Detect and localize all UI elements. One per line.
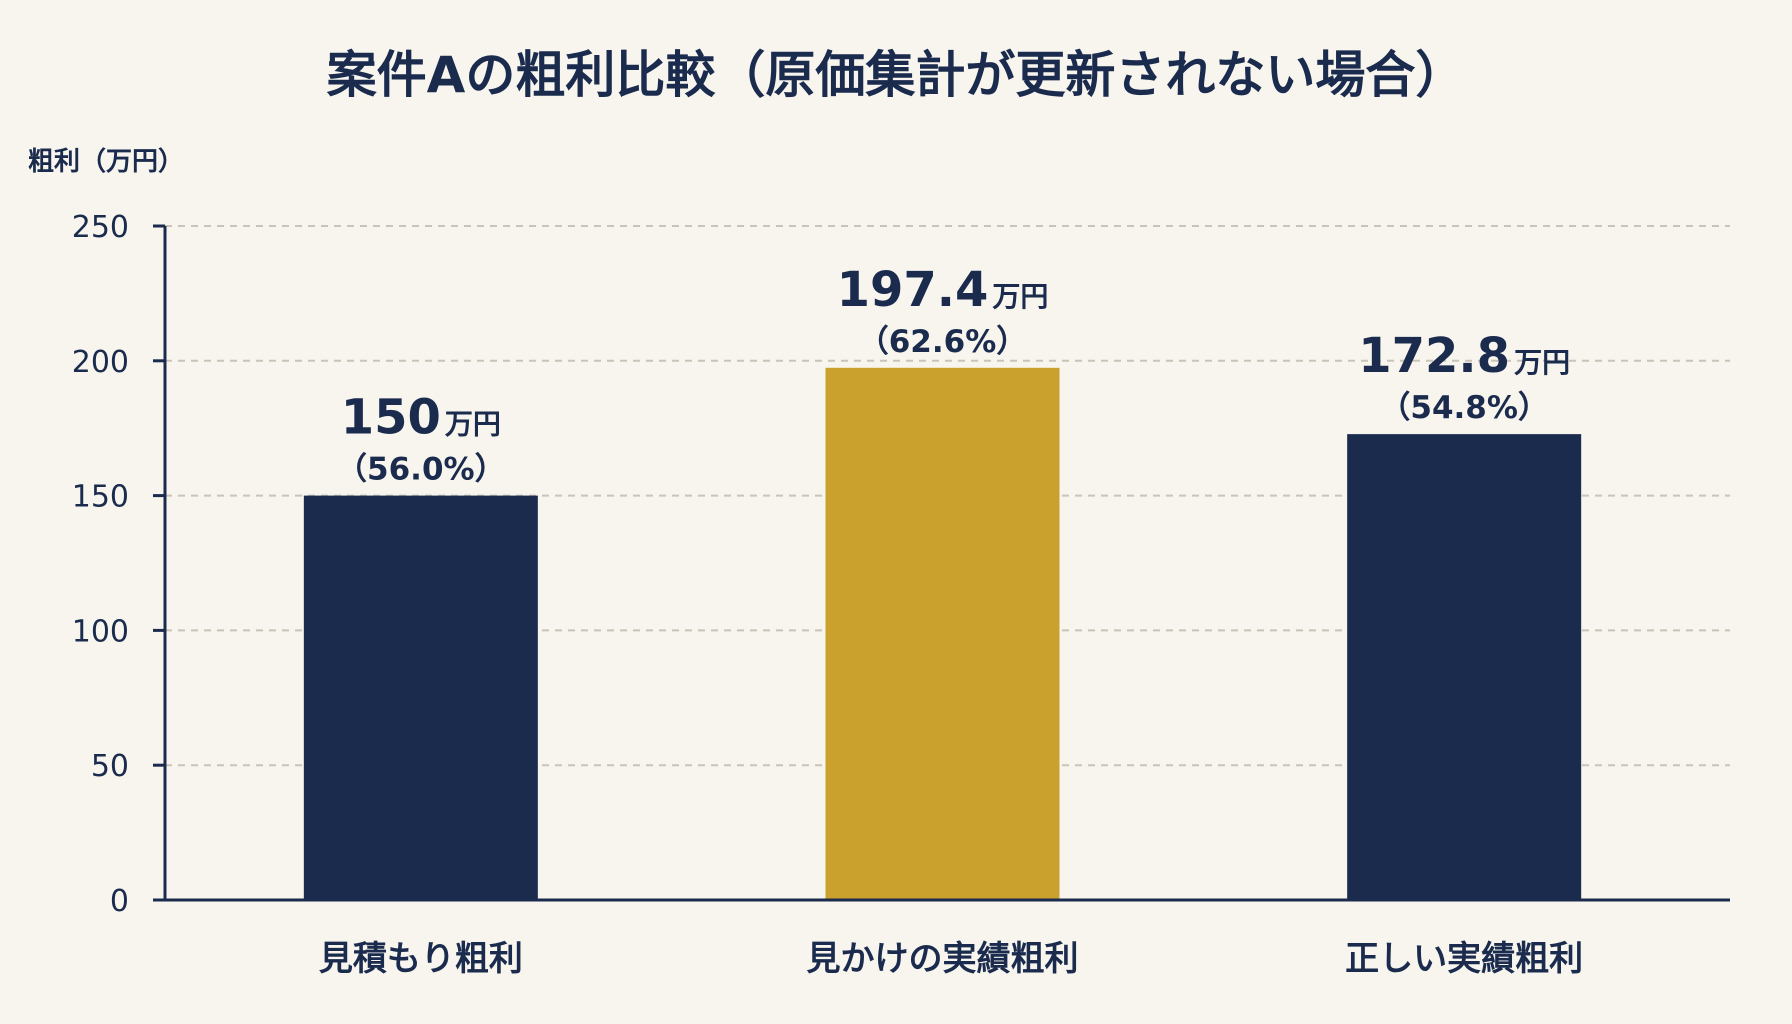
y-axis-ticks: 0 50 100 150 200 250 (72, 210, 165, 919)
y-tick-label: 0 (110, 884, 129, 919)
bars (303, 367, 1582, 901)
y-tick-label: 100 (72, 614, 129, 649)
bar-value-number: 150 (341, 390, 441, 446)
bar-value-label: 172.8 万円 (1358, 328, 1570, 384)
bar-value-unit: 万円 (992, 280, 1048, 313)
bar-value-unit: 万円 (1514, 346, 1570, 379)
bar-value-label: 197.4 万円 (837, 262, 1049, 318)
y-tick-label: 50 (91, 749, 129, 784)
bar-percent-label: （62.6%） (858, 324, 1028, 360)
bar-value-number: 172.8 (1358, 328, 1510, 384)
bar (303, 495, 538, 900)
x-axis-categories: 見積もり粗利 見かけの実績粗利 正しい実績粗利 (319, 939, 1583, 979)
chart-title: 案件Aの粗利比較（原価集計が更新されない場合） (327, 46, 1466, 104)
bar-percent-label: （54.8%） (1379, 390, 1549, 426)
bar-value-number: 197.4 (837, 262, 989, 318)
bar-value-unit: 万円 (445, 408, 501, 441)
y-axis-label: 粗利（万円） (28, 147, 184, 177)
bar-percent-label: （56.0%） (336, 452, 506, 488)
y-tick-label: 150 (72, 480, 129, 515)
bar-value-label: 150 万円 (341, 390, 501, 446)
bar (1347, 434, 1582, 900)
y-tick-label: 250 (72, 210, 129, 245)
x-category-label: 見かけの実績粗利 (807, 939, 1079, 979)
y-tick-label: 200 (72, 345, 129, 380)
x-category-label: 正しい実績粗利 (1345, 939, 1583, 979)
data-labels: 150 万円（56.0%）197.4 万円（62.6%） 172.8 万円（54.8%） (336, 262, 1570, 488)
x-category-label: 見積もり粗利 (319, 939, 523, 979)
bar (825, 367, 1060, 901)
